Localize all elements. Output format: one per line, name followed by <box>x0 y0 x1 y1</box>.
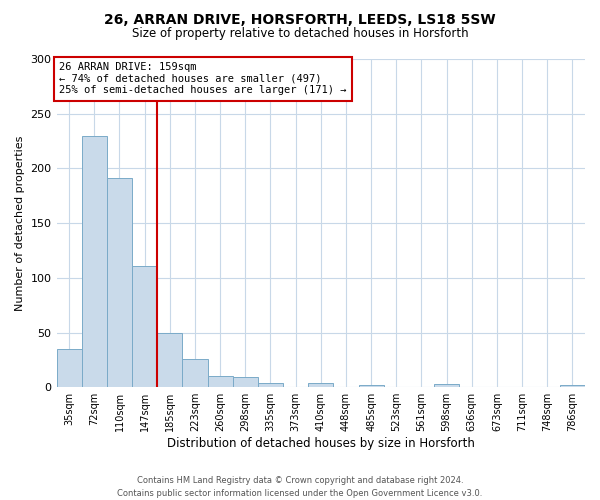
Bar <box>182 359 208 387</box>
X-axis label: Distribution of detached houses by size in Horsforth: Distribution of detached houses by size … <box>167 437 475 450</box>
Bar <box>82 136 107 387</box>
Bar <box>132 266 157 387</box>
Bar <box>56 349 82 387</box>
Bar <box>107 178 132 387</box>
Bar <box>308 383 334 387</box>
Bar <box>208 376 233 387</box>
Text: Size of property relative to detached houses in Horsforth: Size of property relative to detached ho… <box>131 28 469 40</box>
Text: Contains HM Land Registry data © Crown copyright and database right 2024.
Contai: Contains HM Land Registry data © Crown c… <box>118 476 482 498</box>
Bar <box>258 383 283 387</box>
Y-axis label: Number of detached properties: Number of detached properties <box>15 136 25 311</box>
Bar <box>359 385 383 387</box>
Bar <box>157 332 182 387</box>
Bar <box>560 385 585 387</box>
Bar <box>434 384 459 387</box>
Text: 26, ARRAN DRIVE, HORSFORTH, LEEDS, LS18 5SW: 26, ARRAN DRIVE, HORSFORTH, LEEDS, LS18 … <box>104 12 496 26</box>
Bar <box>233 378 258 387</box>
Text: 26 ARRAN DRIVE: 159sqm
← 74% of detached houses are smaller (497)
25% of semi-de: 26 ARRAN DRIVE: 159sqm ← 74% of detached… <box>59 62 347 96</box>
